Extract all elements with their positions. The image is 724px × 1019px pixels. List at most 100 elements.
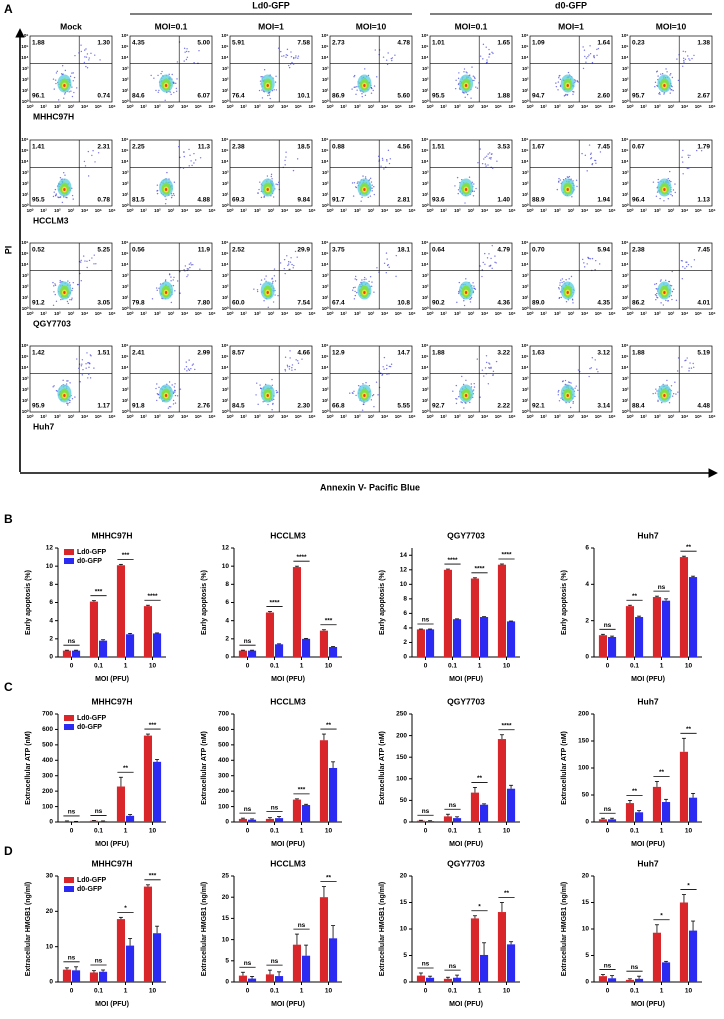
event-dot [460,401,462,403]
event-dot [272,196,275,198]
event-dot [693,54,695,57]
event-dot [165,198,167,201]
event-dot [259,283,262,285]
event-dot [157,91,159,93]
event-dot [363,276,366,279]
x-tick-label: 10⁵ [695,311,702,316]
bar [625,606,634,657]
event-dot [485,46,487,48]
x-tick-label: 10⁰ [27,311,34,316]
x-tick-label: 10⁵ [195,104,202,109]
event-dot [87,150,90,153]
event-dot [483,158,485,160]
event-dot [363,278,365,281]
x-tick-label: 10⁵ [595,311,602,316]
event-dot [559,85,562,88]
x-tick-label: 10⁰ [227,208,234,213]
event-dot [71,187,73,190]
x-tick-label: 10⁴ [581,311,588,316]
y-tick-label: 10⁶ [121,33,128,38]
quadrant-value: 1.63 [532,350,545,357]
event-dot [57,99,60,101]
event-dot [558,177,560,180]
y-axis-label: Extracellular ATP (nM) [25,731,32,805]
x-tick-label: 10⁰ [627,208,634,213]
y-tick-label: 10⁶ [221,343,228,348]
event-dot [279,262,282,264]
y-tick-label: 10⁴ [421,262,428,267]
density-core [663,188,666,192]
x-tick-label: 1 [124,828,128,835]
event-dot [356,291,358,294]
x-tick-label: 10¹ [140,414,147,419]
event-dot [496,160,498,162]
x-tick-label: 10⁴ [581,414,588,419]
quadrant-value: 2.52 [232,247,245,254]
event-dot [260,387,262,389]
event-dot [292,169,295,172]
quadrant-value: 1.88 [432,350,445,357]
event-dot [190,264,193,266]
x-tick-label: 10⁶ [608,414,615,419]
event-dot [473,386,476,388]
quadrant-value: 2.81 [397,197,410,204]
bar [265,818,274,822]
y-axis-label: PI [3,246,13,255]
significance-label: ns [449,963,457,970]
event-dot [487,153,489,155]
x-tick-label: 10 [325,828,333,835]
bar [662,600,671,657]
event-dot [692,362,694,365]
x-tick-label: 0 [246,663,250,670]
quadrant-value: 1.40 [497,197,510,204]
event-dot [272,403,274,405]
panel-label: A [4,2,13,16]
event-dot [462,383,465,386]
event-dot [682,173,684,175]
event-dot [458,72,460,74]
event-dot [597,371,599,373]
event-dot [470,383,472,385]
plot-frame [329,242,413,310]
event-dot [670,73,672,75]
chart-title: Huh7 [637,696,659,706]
x-tick-label: 0 [606,828,610,835]
x-tick-label: 10¹ [640,311,647,316]
x-tick-label: 10⁵ [695,414,702,419]
x-tick-label: 10⁴ [181,414,188,419]
x-tick-label: 10⁵ [395,104,402,109]
y-tick-label: 600 [42,726,53,733]
plot-frame [129,35,213,103]
bar [652,786,661,822]
quadrant-value: 79.8 [132,300,145,307]
x-tick-label: 10² [254,208,261,213]
event-dot [469,74,471,76]
quadrant-value: 76.4 [232,93,245,100]
event-dot [687,156,690,159]
event-dot [280,50,282,53]
x-tick-label: 10⁵ [495,414,502,419]
event-dot [370,86,372,89]
event-dot [674,381,676,383]
event-dot [189,154,191,157]
quadrant-value: 90.2 [432,300,445,307]
x-tick-label: 10¹ [340,414,347,419]
event-dot [284,356,287,358]
bar [329,938,338,982]
y-tick-label: 10⁴ [521,159,528,164]
y-tick-label: 10⁰ [322,306,329,311]
bar [443,978,452,982]
bar [426,821,435,822]
x-tick-label: 10⁰ [427,414,434,419]
significance-label: ns [271,958,279,965]
event-dot [386,258,388,260]
event-dot [85,363,87,365]
event-dot [194,159,197,161]
event-dot [572,302,574,304]
event-dot [156,192,159,195]
bar [153,933,162,982]
event-dot [570,382,572,384]
bar [662,802,671,822]
